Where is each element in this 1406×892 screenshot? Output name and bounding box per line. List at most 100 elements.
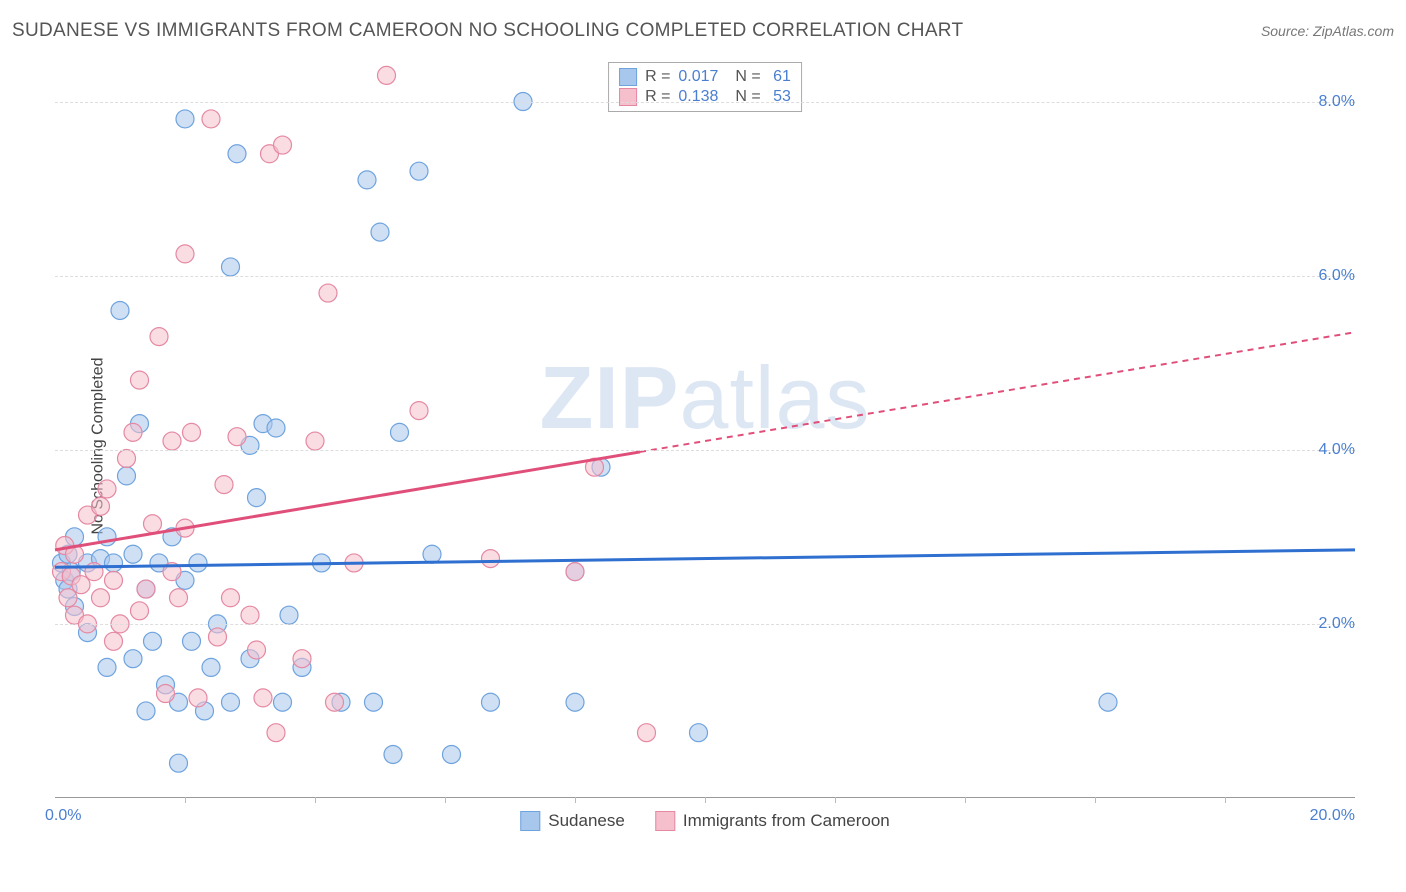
data-point xyxy=(144,632,162,650)
data-point xyxy=(378,66,396,84)
gridline-horizontal xyxy=(55,624,1355,625)
data-point xyxy=(202,110,220,128)
y-tick-label: 8.0% xyxy=(1319,93,1355,111)
source-attribution: Source: ZipAtlas.com xyxy=(1261,23,1394,39)
data-point xyxy=(137,702,155,720)
data-point xyxy=(137,580,155,598)
data-point xyxy=(267,724,285,742)
data-point xyxy=(638,724,656,742)
x-axis-end-label: 20.0% xyxy=(1310,807,1355,825)
data-point xyxy=(267,419,285,437)
data-point xyxy=(228,145,246,163)
data-point xyxy=(111,301,129,319)
y-tick-label: 4.0% xyxy=(1319,441,1355,459)
data-point xyxy=(566,693,584,711)
data-point xyxy=(163,432,181,450)
data-point xyxy=(306,432,324,450)
data-point xyxy=(384,745,402,763)
data-point xyxy=(410,162,428,180)
data-point xyxy=(241,606,259,624)
data-point xyxy=(319,284,337,302)
stat-n-value: 61 xyxy=(769,68,791,86)
data-point xyxy=(183,632,201,650)
data-point xyxy=(176,110,194,128)
gridline-horizontal xyxy=(55,276,1355,277)
legend-item: Sudanese xyxy=(520,811,625,831)
data-point xyxy=(482,550,500,568)
y-tick-label: 2.0% xyxy=(1319,615,1355,633)
data-point xyxy=(274,136,292,154)
x-minor-tick xyxy=(705,797,706,803)
data-point xyxy=(98,480,116,498)
data-point xyxy=(176,245,194,263)
legend-swatch xyxy=(619,68,637,86)
correlation-stat-legend: R = 0.017 N = 61R = 0.138 N = 53 xyxy=(608,62,802,112)
data-point xyxy=(124,650,142,668)
data-point xyxy=(124,545,142,563)
x-minor-tick xyxy=(965,797,966,803)
y-tick-label: 6.0% xyxy=(1319,267,1355,285)
x-minor-tick xyxy=(185,797,186,803)
data-point xyxy=(293,650,311,668)
data-point xyxy=(254,689,272,707)
data-point xyxy=(150,328,168,346)
data-point xyxy=(248,641,266,659)
data-point xyxy=(222,693,240,711)
data-point xyxy=(423,545,441,563)
data-point xyxy=(124,423,142,441)
legend-swatch xyxy=(655,811,675,831)
data-point xyxy=(443,745,461,763)
data-point xyxy=(105,632,123,650)
legend-label: Sudanese xyxy=(548,811,625,831)
data-point xyxy=(131,602,149,620)
x-minor-tick xyxy=(445,797,446,803)
legend-swatch xyxy=(520,811,540,831)
data-point xyxy=(170,589,188,607)
data-point xyxy=(209,628,227,646)
data-point xyxy=(1099,693,1117,711)
legend-label: Immigrants from Cameroon xyxy=(683,811,890,831)
gridline-horizontal xyxy=(55,102,1355,103)
stat-n-label: N = xyxy=(726,88,760,106)
x-minor-tick xyxy=(315,797,316,803)
data-point xyxy=(410,402,428,420)
data-point xyxy=(248,489,266,507)
data-point xyxy=(118,449,136,467)
data-point xyxy=(98,658,116,676)
data-point xyxy=(228,428,246,446)
scatter-plot-area: ZIPatlas R = 0.017 N = 61R = 0.138 N = 5… xyxy=(55,58,1355,798)
stat-legend-row: R = 0.138 N = 53 xyxy=(619,87,791,107)
legend-swatch xyxy=(619,88,637,106)
data-point xyxy=(371,223,389,241)
data-point xyxy=(92,497,110,515)
data-point xyxy=(170,754,188,772)
data-point xyxy=(326,693,344,711)
data-point xyxy=(215,476,233,494)
data-point xyxy=(222,258,240,276)
data-point xyxy=(183,423,201,441)
data-point xyxy=(482,693,500,711)
legend-item: Immigrants from Cameroon xyxy=(655,811,890,831)
chart-title: SUDANESE VS IMMIGRANTS FROM CAMEROON NO … xyxy=(12,20,963,42)
data-point xyxy=(118,467,136,485)
data-point xyxy=(280,606,298,624)
series-legend: Sudanese Immigrants from Cameroon xyxy=(520,811,889,831)
stat-r-value: 0.138 xyxy=(678,88,718,106)
data-point xyxy=(92,589,110,607)
data-point xyxy=(189,689,207,707)
data-point xyxy=(105,554,123,572)
scatter-svg xyxy=(55,58,1355,797)
stat-n-label: N = xyxy=(726,68,760,86)
data-point xyxy=(105,571,123,589)
data-point xyxy=(358,171,376,189)
data-point xyxy=(566,563,584,581)
x-minor-tick xyxy=(835,797,836,803)
data-point xyxy=(222,589,240,607)
data-point xyxy=(202,658,220,676)
stat-r-label: R = xyxy=(645,68,670,86)
data-point xyxy=(365,693,383,711)
data-point xyxy=(391,423,409,441)
x-minor-tick xyxy=(1225,797,1226,803)
data-point xyxy=(157,685,175,703)
x-minor-tick xyxy=(1095,797,1096,803)
